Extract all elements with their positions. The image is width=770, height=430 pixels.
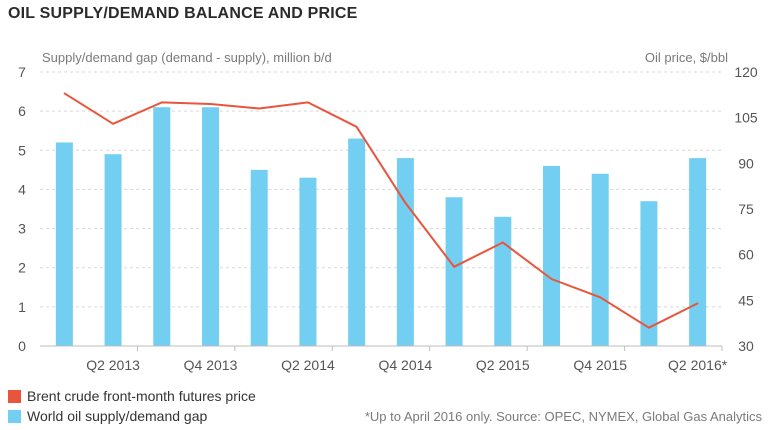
legend-label-price: Brent crude front-month futures price [27,388,256,404]
bar [494,216,512,346]
y-right-tick-label: 30 [738,338,754,354]
bar [153,107,171,346]
y-right-tick-label: 60 [738,247,754,263]
x-tick-label: Q2 2013 [86,357,140,373]
y-left-tick-label: 6 [18,103,26,119]
y-left-tick-label: 0 [18,338,26,354]
x-tick-label: Q4 2015 [573,357,627,373]
price-point [112,122,114,125]
price-point [307,101,309,104]
legend-item-price: Brent crude front-month futures price [8,388,256,404]
price-point [209,103,212,105]
x-tick-label: Q4 2014 [378,357,432,373]
bar [689,158,707,346]
bar [250,169,268,346]
price-point [696,302,699,305]
legend-swatch-price [8,389,21,403]
legend-swatch-gap [8,409,21,423]
price-point [160,101,163,104]
y-right-tick-label: 120 [734,64,758,80]
y-left-tick-label: 3 [18,221,26,237]
x-tick-label: Q2 2016* [668,357,728,373]
chart-title: OIL SUPPLY/DEMAND BALANCE AND PRICE [8,5,358,22]
price-point [258,107,261,110]
x-tick-label: Q2 2014 [281,357,335,373]
bar [591,173,609,346]
y-right-tick-label: 105 [734,110,758,126]
price-point [63,92,66,95]
bar [543,165,560,346]
legend-label-gap: World oil supply/demand gap [27,408,208,424]
price-point [355,126,358,128]
price-point [550,278,553,280]
bar [348,138,366,346]
y-left-tick-label: 7 [18,64,26,80]
price-point [453,266,455,268]
bar [55,142,73,346]
bar [202,107,219,346]
y-left-tick-label: 4 [18,181,26,197]
right-axis-label: Oil price, $/bbl [644,50,728,65]
y-left-tick-label: 2 [18,260,26,276]
legend-item-gap: World oil supply/demand gap [8,408,207,424]
y-right-tick-label: 90 [738,155,754,171]
price-point [404,202,407,204]
price-point [599,296,602,299]
bar [396,158,414,346]
y-right-tick-label: 75 [738,201,754,217]
x-tick-label: Q4 2013 [184,357,238,373]
y-left-tick-label: 5 [18,142,26,158]
left-axis-label: Supply/demand gap (demand - supply), mil… [42,50,332,65]
x-tick-label: Q2 2015 [476,357,530,373]
y-right-tick-label: 45 [738,292,754,308]
bar [640,201,658,346]
price-point [501,241,504,244]
bar [445,197,463,346]
bar [104,154,122,346]
y-left-tick-label: 1 [18,299,26,315]
bar [299,177,317,346]
price-line [63,92,699,329]
price-point [648,326,650,329]
source-note: *Up to April 2016 only. Source: OPEC, NY… [364,409,762,424]
